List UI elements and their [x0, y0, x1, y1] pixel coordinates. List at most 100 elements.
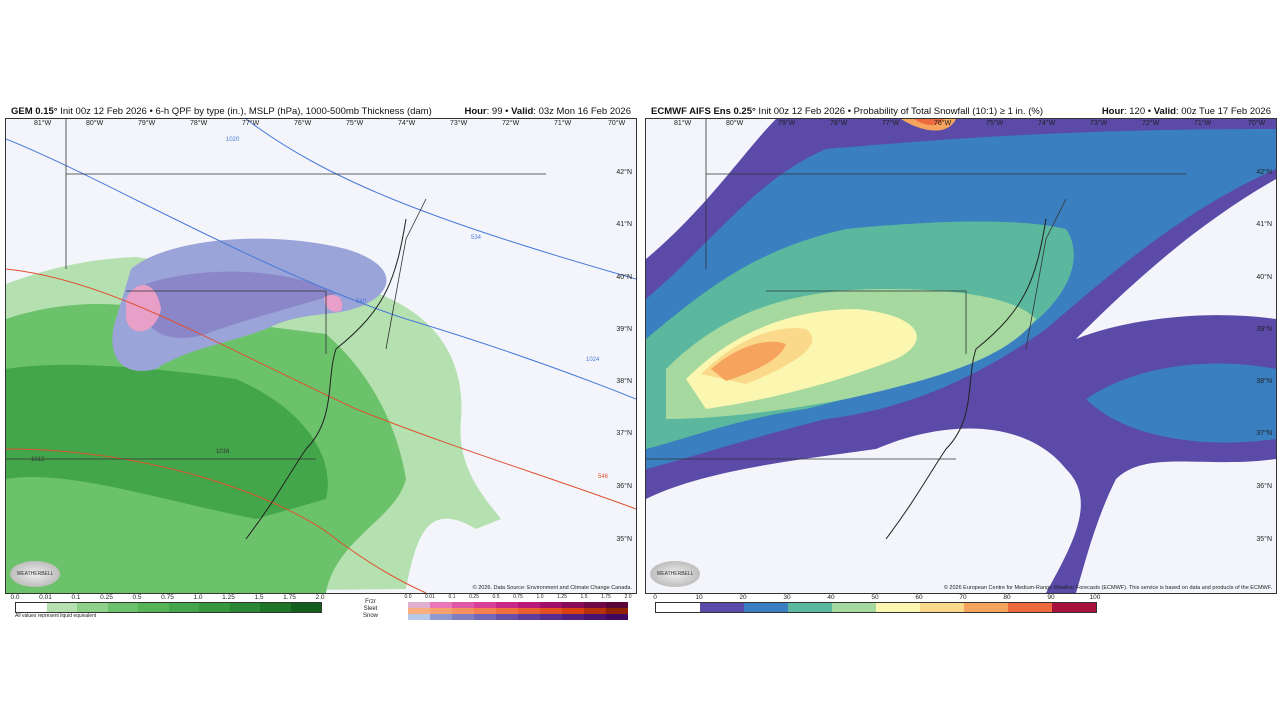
legend-tick: 0.5 [132, 594, 142, 601]
legend-swatch [260, 603, 291, 612]
lat-label: 42°N [616, 169, 632, 176]
legend-tick: 1.75 [601, 594, 611, 600]
isobar-label: 1016 [216, 449, 230, 455]
legend-swatch [606, 602, 628, 608]
thickness-label: 546 [598, 474, 609, 480]
legend-swatch [452, 614, 474, 620]
legend-swatch [474, 614, 496, 620]
legend-swatch [496, 608, 518, 614]
qpf-heavy [6, 364, 328, 519]
lon-label: 79°W [138, 120, 156, 127]
weatherbell-logo: WEATHERBELL [650, 561, 700, 587]
legend-tick: 0.5 [492, 594, 500, 600]
panel-header: GEM 0.15° Init 00z 12 Feb 2026 • 6-h QPF… [11, 106, 631, 117]
legend-swatch [199, 603, 230, 612]
prob-70 [711, 341, 786, 381]
blue-isobar [245, 119, 636, 280]
legend-tick: 0.25 [469, 594, 479, 600]
legend-tick: 0 [653, 594, 657, 601]
panel-title: Init 00z 12 Feb 2026 • 6-h QPF by type (… [57, 106, 432, 117]
legend-swatch [540, 614, 562, 620]
legend-swatch [562, 614, 584, 620]
lon-label: 78°W [830, 120, 848, 127]
legend-tick: 10 [695, 594, 703, 601]
legend-swatch [606, 608, 628, 614]
legend-swatch [168, 603, 199, 612]
hour-label: Hour [464, 106, 487, 117]
lat-label: 40°N [616, 274, 632, 281]
prob-50 [686, 309, 917, 409]
probability-field [646, 119, 1276, 593]
blue-thickness [6, 138, 636, 400]
legend-swatch [964, 603, 1008, 612]
legend-note: All values represent liquid equivalent [15, 613, 97, 619]
legend-swatch [584, 608, 606, 614]
lon-label: 74°W [1038, 120, 1056, 127]
red-thickness-2 [6, 448, 427, 593]
lon-label: 80°W [726, 120, 744, 127]
legend-swatch [606, 614, 628, 620]
lon-label: 74°W [398, 120, 416, 127]
legend-swatch [1052, 603, 1096, 612]
legend-tick: 0.75 [161, 594, 174, 601]
state-borders [646, 119, 1186, 460]
legend-swatch [876, 603, 920, 612]
legend-tick: 1.5 [580, 594, 588, 600]
legend-swatch [430, 614, 452, 620]
state-borders [6, 119, 546, 460]
lon-label: 77°W [242, 120, 260, 127]
lat-label: 35°N [1256, 536, 1272, 543]
model-name: GEM 0.15° [11, 106, 58, 117]
lon-label: 70°W [1248, 120, 1266, 127]
legend-swatch [430, 602, 452, 608]
lat-label: 39°N [1256, 326, 1272, 333]
legend-swatch [138, 603, 169, 612]
qpf-map: 81°W 80°W 79°W 78°W 77°W 76°W 75°W 74°W … [5, 118, 637, 594]
lat-label: 38°N [616, 378, 632, 385]
lon-label: 73°W [1090, 120, 1108, 127]
ecmwf-panel: ECMWF AIFS Ens 0.25° Init 00z 12 Feb 202… [645, 104, 1277, 613]
legend-swatch [229, 603, 260, 612]
legend-swatch [408, 608, 430, 614]
lon-label: 70°W [608, 120, 626, 127]
snow-inner [146, 271, 336, 338]
lon-label: 71°W [554, 120, 572, 127]
legend-tick: 80 [1003, 594, 1011, 601]
legend-swatch [46, 603, 77, 612]
lat-label: 39°N [616, 326, 632, 333]
valid-label: Valid [1153, 106, 1176, 117]
legend-swatch [1008, 603, 1052, 612]
legend-swatch [408, 602, 430, 608]
legend-swatch [744, 603, 788, 612]
legend-swatch [562, 602, 584, 608]
legend-swatch [540, 602, 562, 608]
legend-tick: 20 [739, 594, 747, 601]
valid-time: 03z Mon 16 Feb 2026 [538, 106, 631, 117]
frzr-east [324, 294, 343, 312]
isobar-label: 1024 [586, 357, 600, 363]
legend-tick: 1.0 [193, 594, 203, 601]
data-credit: © 2026. Data Source: Environment and Cli… [472, 585, 632, 591]
lon-label: 72°W [502, 120, 520, 127]
legend-tick: 100 [1089, 594, 1101, 601]
legend-tick: 0.25 [100, 594, 113, 601]
legend-swatch [474, 602, 496, 608]
valid-label: Valid [511, 106, 534, 117]
legend-tick: 1.75 [283, 594, 296, 601]
lon-label: 78°W [190, 120, 208, 127]
legend-swatch [584, 602, 606, 608]
legend-swatch [584, 614, 606, 620]
legend-tick: 60 [915, 594, 923, 601]
legend-swatch [496, 602, 518, 608]
legend-swatch [540, 608, 562, 614]
legend-tick: 0.01 [425, 594, 435, 600]
legend-swatch [788, 603, 832, 612]
lon-label: 79°W [778, 120, 796, 127]
legend-tick: 1.0 [536, 594, 544, 600]
legend-tick: 50 [871, 594, 879, 601]
lon-label: 76°W [294, 120, 312, 127]
legend-swatch [832, 603, 876, 612]
legend-swatch [430, 608, 452, 614]
lon-label: 77°W [882, 120, 900, 127]
sleet-label: Sleet [363, 606, 378, 612]
